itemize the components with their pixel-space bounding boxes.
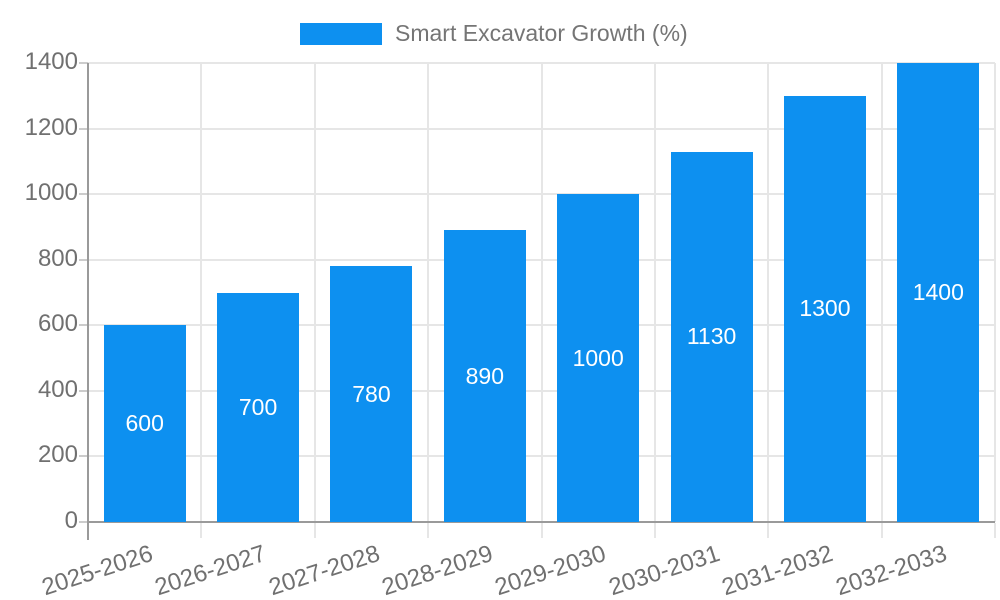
bar[interactable]: 1300 [783,95,866,522]
x-axis-line [88,521,995,523]
bar-value-label: 600 [125,410,164,437]
y-tick-mark [79,389,88,392]
x-tick-mark [880,523,883,538]
x-axis-tick-label: 2025-2026 [38,540,157,600]
bar[interactable]: 890 [443,230,526,522]
bar[interactable]: 700 [217,292,300,522]
x-tick-mark [653,523,656,538]
x-tick-mark [540,523,543,538]
y-axis-tick-label: 1000 [24,179,78,207]
x-axis-tick-label: 2031-2032 [718,540,837,600]
vertical-gridline [540,63,543,522]
legend: Smart Excavator Growth (%) [300,20,688,47]
bar[interactable]: 1130 [670,151,753,522]
bar-value-label: 890 [465,362,504,389]
vertical-gridline [653,63,656,522]
vertical-gridline [880,63,883,522]
y-tick-mark [79,193,88,196]
y-axis-tick-label: 800 [37,244,78,272]
y-axis-tick-label: 0 [64,506,78,534]
y-axis-tick-label: 600 [37,310,78,338]
bar[interactable]: 600 [103,325,186,522]
bar-value-label: 780 [352,380,391,407]
x-tick-mark [767,523,770,538]
x-axis-tick-label: 2026-2027 [151,540,270,600]
x-tick-mark [313,523,316,538]
vertical-gridline [427,63,430,522]
legend-swatch [300,22,382,45]
legend-label: Smart Excavator Growth (%) [395,20,688,46]
vertical-gridline [313,63,316,522]
y-tick-mark [79,455,88,458]
x-tick-mark [427,523,430,538]
x-axis-tick-label: 2027-2028 [265,540,383,600]
bar[interactable]: 1000 [557,194,640,522]
bar-value-label: 700 [238,393,278,420]
y-axis-tick-label: 200 [37,441,78,469]
y-tick-mark [79,521,88,523]
y-axis-tick-label: 400 [37,375,78,403]
x-axis-tick-label: 2028-2029 [378,540,497,600]
y-axis-tick-label: 1400 [24,47,78,75]
y-tick-mark [79,62,88,64]
vertical-gridline [994,63,996,522]
vertical-gridline [767,63,770,522]
x-tick-mark [994,523,996,538]
bar[interactable]: 1400 [897,63,980,522]
bar-value-label: 1300 [799,295,851,322]
y-tick-mark [79,258,88,261]
y-axis-tick-label: 1200 [24,113,78,141]
vertical-gridline [200,63,203,522]
x-axis-tick-label: 2030-2031 [605,540,723,600]
bar-value-label: 1000 [572,344,624,371]
bar-value-label: 1130 [686,323,737,350]
y-tick-mark [79,127,88,130]
x-tick-mark [200,523,203,538]
x-axis-tick-label: 2029-2030 [492,540,610,600]
bar[interactable]: 780 [330,266,413,522]
y-axis-line [87,63,89,540]
bar-value-label: 1400 [912,279,964,305]
x-axis-tick-label: 2032-2033 [832,540,950,600]
y-tick-mark [79,324,88,327]
